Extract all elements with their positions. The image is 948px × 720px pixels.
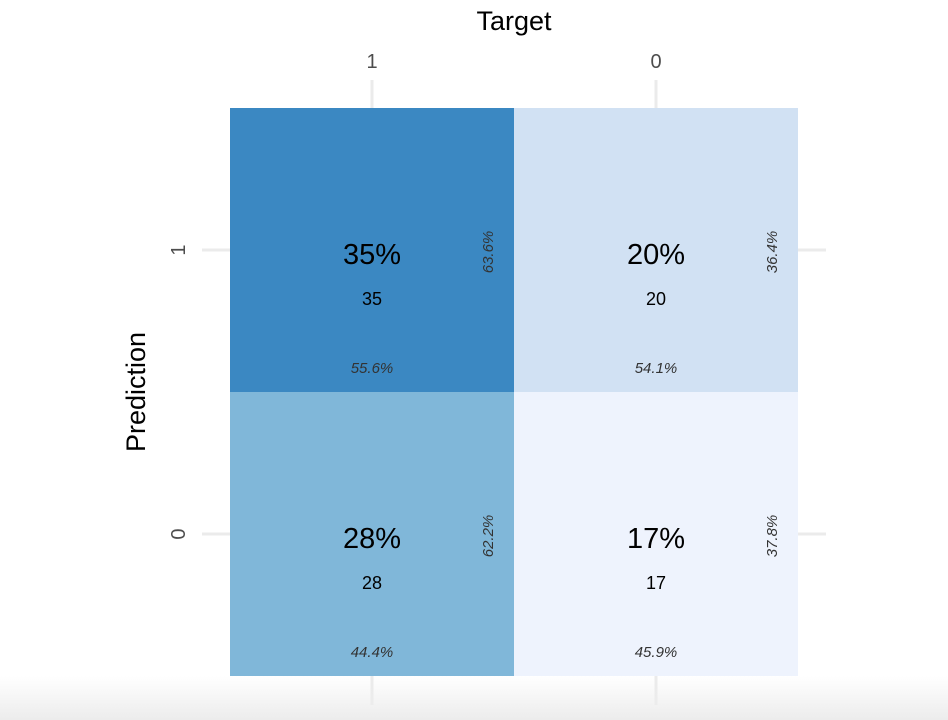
y-tick-label: 0 [168,528,190,539]
cell-column-percent: 55.6% [351,360,394,377]
cell-row-percent: 37.8% [764,515,781,558]
tick-labels: 1 0 1 0 [168,51,662,540]
cell-row-percent: 62.2% [480,515,497,558]
cell-percent: 17% [627,523,685,555]
cell-tile [514,108,798,392]
cell-count: 20 [646,289,666,309]
matrix-cell: 20% 20 54.1% 36.4% [514,108,798,392]
cell-count: 17 [646,573,666,593]
x-axis-title: Target [476,6,552,36]
matrix-cell: 35% 35 55.6% 63.6% [230,108,514,392]
y-axis-title: Prediction [121,332,151,452]
cell-percent: 20% [627,239,685,271]
x-tick-label: 1 [366,51,377,73]
cell-count: 28 [362,573,382,593]
cell-percent: 28% [343,523,401,555]
cell-column-percent: 44.4% [351,644,394,661]
cell-tile [514,392,798,676]
heatmap-cells: 35% 35 55.6% 63.6% 20% 20 54.1% 36.4% 28% 28 44.4%… [230,108,798,676]
matrix-cell: 28% 28 44.4% 62.2% [230,392,514,676]
cell-column-percent: 54.1% [635,360,678,377]
cell-row-percent: 36.4% [764,231,781,274]
cell-percent: 35% [343,239,401,271]
cell-tile [230,108,514,392]
cell-row-percent: 63.6% [480,231,497,274]
y-tick-label: 1 [168,244,190,255]
matrix-cell: 17% 17 45.9% 37.8% [514,392,798,676]
cell-column-percent: 45.9% [635,644,678,661]
cell-count: 35 [362,289,382,309]
cell-tile [230,392,514,676]
x-tick-label: 0 [650,51,661,73]
